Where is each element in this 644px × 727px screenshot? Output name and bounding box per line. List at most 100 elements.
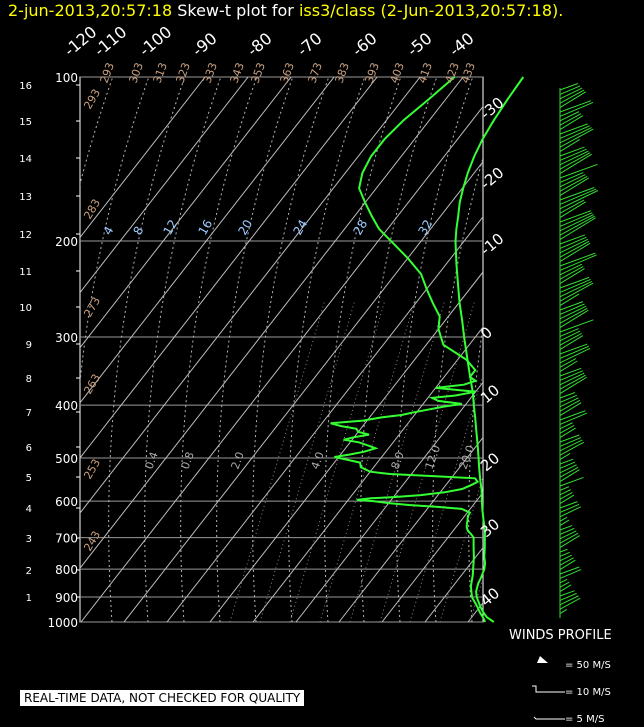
wind-barb	[559, 177, 589, 197]
wind-barb	[559, 464, 577, 474]
left-theta-label: 273	[81, 295, 103, 320]
lower-mixing-label: 2.0	[229, 450, 247, 471]
quality-disclaimer: REAL-TIME DATA, NOT CHECKED FOR QUALITY	[20, 690, 305, 706]
wind-legend-5: = 5 M/S	[535, 714, 604, 725]
wind-barb	[559, 153, 592, 175]
wind-barb	[559, 263, 583, 276]
potential-temp-label: 353	[249, 61, 268, 85]
isotherm-line	[554, 77, 644, 622]
left-theta-label: 253	[81, 457, 103, 482]
winds-profile-title: WINDS PROFILE	[509, 628, 612, 643]
left-theta-label: 293	[81, 87, 103, 112]
wind-barb	[559, 254, 597, 271]
wind-barb	[559, 476, 584, 487]
top-temp-label: -80	[243, 29, 275, 60]
right-temp-label: -10	[477, 230, 507, 260]
wind-barb	[559, 374, 586, 390]
wind-barb	[559, 581, 570, 588]
wind-barb	[559, 489, 571, 496]
height-tick-label: 12	[19, 230, 32, 241]
height-tick-label: 16	[19, 81, 32, 92]
pressure-tick-label: 500	[55, 452, 78, 466]
legend-half-barb-icon	[533, 716, 565, 720]
pressure-tick-label: 200	[55, 235, 78, 249]
isotherm-line	[123, 160, 483, 622]
wind-barb	[559, 240, 590, 258]
dry-adiabat-line	[577, 57, 644, 622]
legend-pennant-icon	[537, 656, 548, 663]
wind-barb	[559, 437, 582, 447]
wind-barb	[559, 328, 579, 337]
isotherm-line	[381, 491, 483, 622]
wind-barb	[559, 123, 588, 135]
wind-barb	[559, 376, 587, 395]
pressure-tick-label: 900	[55, 591, 78, 605]
height-tick-label: 5	[26, 473, 32, 484]
wind-barb	[559, 441, 585, 456]
isotherm-line	[338, 436, 483, 622]
wind-barb	[559, 399, 581, 412]
wind-barb	[559, 83, 579, 91]
wind-barb	[559, 252, 596, 267]
wind-barb	[559, 422, 573, 430]
wind-barb	[559, 335, 584, 351]
right-temp-label: 0	[477, 323, 496, 343]
wind-barb	[559, 519, 570, 527]
isotherm-line	[80, 77, 206, 239]
wind-barb	[559, 578, 568, 584]
left-theta-label: 263	[81, 372, 103, 397]
wind-barb	[559, 486, 570, 491]
mixing-ratio-label: 24	[290, 217, 310, 237]
title-timestamp: 2-jun-2013,20:57:18	[8, 1, 173, 20]
wind-barb	[559, 532, 579, 544]
wind-barb	[559, 279, 591, 293]
wind-barb	[559, 111, 580, 122]
potential-temp-label: 333	[201, 61, 220, 85]
wind-barb	[559, 150, 589, 166]
wind-barb	[559, 174, 586, 188]
isotherm-line	[80, 77, 464, 569]
wind-barb	[559, 469, 580, 483]
wind-barb	[559, 87, 583, 100]
wind-barb	[559, 217, 596, 241]
wind-barb	[559, 210, 592, 223]
wind-barb	[559, 146, 585, 157]
pressure-tick-label: 1000	[47, 616, 78, 630]
wind-barb	[559, 212, 593, 227]
dry-adiabat-line	[541, 57, 624, 622]
isotherm-line	[252, 326, 483, 622]
pressure-tick-label: 100	[55, 71, 78, 85]
lower-mixing-label: 20.0	[457, 444, 478, 471]
pressure-tick-label: 700	[55, 532, 78, 546]
wind-barb	[559, 559, 576, 571]
potential-temp-label: 313	[151, 61, 170, 85]
wind-barb	[559, 372, 585, 386]
wind-barb	[559, 343, 588, 355]
wind-barb	[559, 392, 576, 399]
wind-barb	[559, 360, 578, 373]
top-temp-label: -100	[135, 22, 175, 60]
wind-barb	[559, 394, 577, 403]
wind-barb	[559, 595, 579, 606]
top-temp-label: -60	[348, 29, 380, 60]
wind-barb	[559, 434, 580, 443]
potential-temp-label: 363	[278, 61, 297, 85]
wind-barb	[559, 199, 585, 214]
wind-barb	[559, 242, 591, 263]
top-temp-label: -50	[403, 29, 435, 60]
height-tick-label: 9	[26, 340, 32, 351]
wind-barb	[559, 307, 588, 324]
wind-barb	[559, 172, 584, 183]
wind-barb	[559, 268, 585, 285]
right-temp-label: 20	[477, 449, 503, 475]
wind-barb	[559, 101, 594, 117]
height-tick-label: 8	[26, 374, 32, 385]
isotherm-line	[80, 77, 292, 349]
temperature-line	[454, 76, 525, 623]
potential-temp-label: 433	[459, 61, 478, 85]
wind-barb	[559, 530, 577, 540]
wind-barb	[559, 89, 585, 104]
wind-barb	[559, 303, 585, 315]
wind-barb	[559, 148, 587, 161]
lower-mixing-label: 12.0	[423, 444, 444, 471]
